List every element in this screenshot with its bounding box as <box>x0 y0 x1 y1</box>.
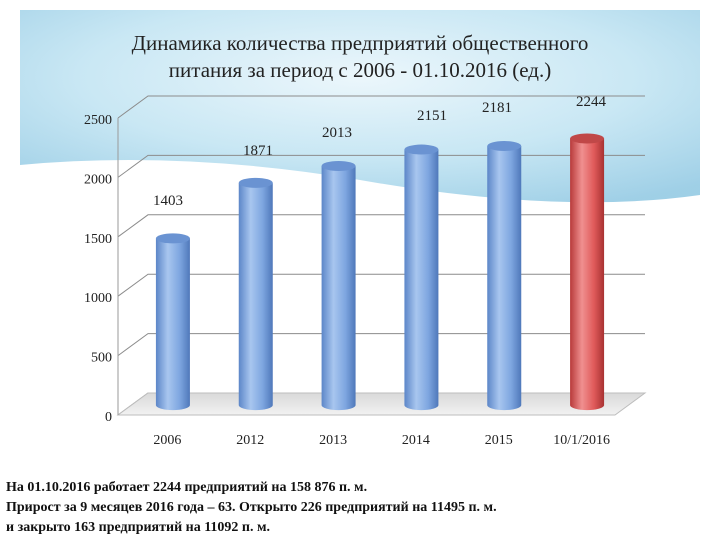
slide-title: Динамика количества предприятий обществе… <box>40 30 680 84</box>
caption-line-2: Прирост за 9 месяцев 2016 года – 63. Отк… <box>6 500 497 515</box>
bar-cap <box>404 144 439 155</box>
x-tick-label: 10/1/2016 <box>553 433 610 448</box>
x-tick-label: 2006 <box>153 433 181 448</box>
data-label: 2244 <box>576 94 607 110</box>
bar <box>155 233 190 411</box>
bar-body <box>321 165 356 411</box>
y-tick-label: 1500 <box>84 232 112 247</box>
bar-cap <box>570 133 605 144</box>
gridline <box>117 154 645 178</box>
bar-cap <box>321 160 356 171</box>
x-tick-label: 2015 <box>485 433 513 448</box>
y-tick-label: 1000 <box>84 291 112 306</box>
gridline <box>117 214 645 238</box>
bar <box>570 133 605 411</box>
y-tick-label: 2500 <box>84 113 112 128</box>
data-label: 1871 <box>243 143 273 159</box>
bar <box>238 177 273 411</box>
title-line-2: питания за период с 2006 - 01.10.2016 (е… <box>168 58 552 82</box>
title-line-1: Динамика количества предприятий обществе… <box>131 31 589 55</box>
x-tick-label: 2012 <box>236 433 264 448</box>
caption-line-1: На 01.10.2016 работает 2244 предприятий … <box>6 480 368 495</box>
gridlines <box>117 95 645 416</box>
gridline <box>117 95 645 119</box>
chart-floor <box>116 392 647 416</box>
data-label: 2181 <box>482 100 512 116</box>
bar-body <box>238 182 273 411</box>
x-tick-label: 2013 <box>319 433 347 448</box>
caption-line-3: и закрыто 163 предприятий на 11092 п. м. <box>6 520 271 535</box>
gridline <box>117 333 645 357</box>
data-label: 1403 <box>153 193 183 209</box>
gridline <box>117 273 645 297</box>
bar <box>487 140 522 411</box>
caption: На 01.10.2016 работает 2244 предприятий … <box>6 478 714 538</box>
y-tick-label: 500 <box>91 351 112 366</box>
bar-cap <box>487 140 522 151</box>
data-label: 2151 <box>417 108 447 124</box>
y-tick-label: 0 <box>105 410 112 425</box>
axes <box>116 118 647 416</box>
bar-body <box>155 238 190 411</box>
bar-body <box>487 145 522 411</box>
bar <box>404 144 439 411</box>
bar <box>321 160 356 411</box>
bars <box>155 133 605 411</box>
bar-body <box>404 149 439 411</box>
blue-backdrop-panel <box>20 10 700 203</box>
y-tick-label: 2000 <box>84 172 112 187</box>
labels: 0 500 1000 1500 2000 2500 1403 2006 1871 2012 2013… <box>84 94 610 448</box>
x-tick-label: 2014 <box>402 433 430 448</box>
bar-cap <box>238 177 273 188</box>
data-label: 2013 <box>322 125 352 141</box>
bar-body <box>570 138 605 411</box>
bar-cap <box>155 233 190 244</box>
